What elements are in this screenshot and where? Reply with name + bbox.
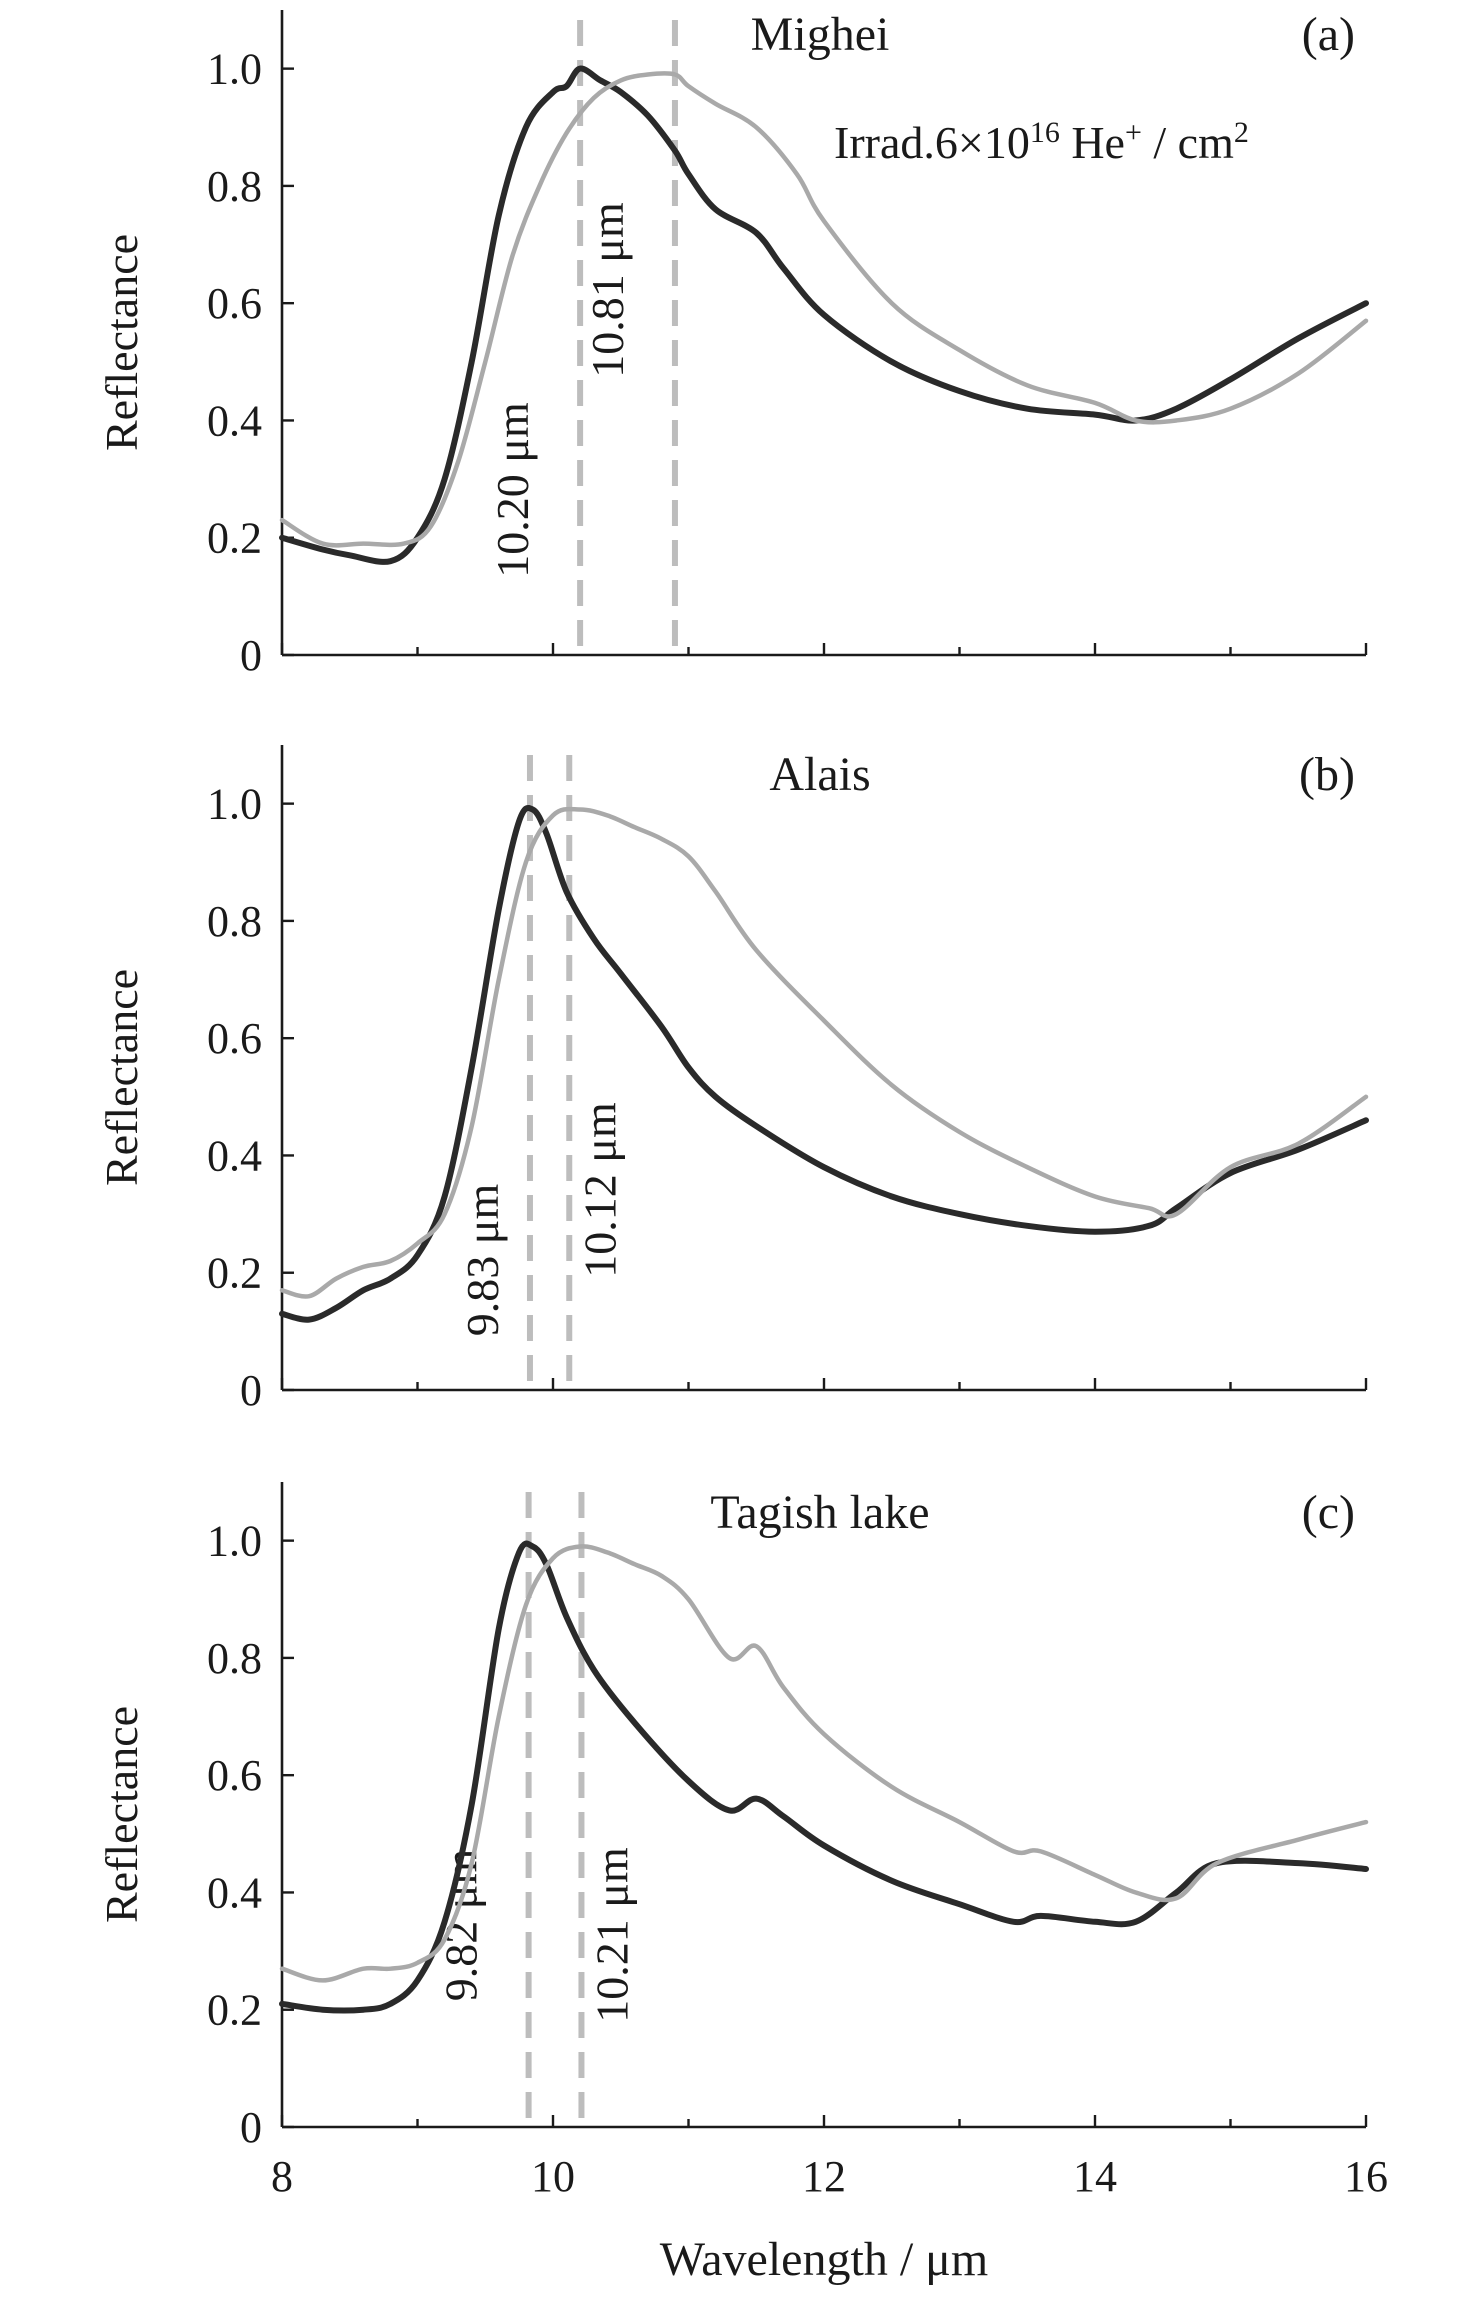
x-tick-label: 10	[531, 2152, 575, 2201]
y-tick-label: 0.2	[207, 1249, 262, 1298]
annotation-suffix: / cm	[1142, 117, 1234, 168]
y-tick-label: 1.0	[207, 45, 262, 94]
y-tick-label: 0	[240, 631, 262, 680]
y-tick-label: 0.6	[207, 1014, 262, 1063]
y-tick-label: 0.2	[207, 1986, 262, 2035]
y-tick-label: 1.0	[207, 1517, 262, 1566]
y-axis-label: Reflectance	[96, 1706, 147, 1923]
series-line-light	[279, 1544, 1369, 1983]
series-line-dark	[279, 804, 1369, 1323]
peak-label: 10.81 μm	[582, 202, 633, 378]
x-tick-label: 16	[1344, 2152, 1388, 2201]
peak-label: 10.20 μm	[487, 402, 538, 578]
panel-label: (c)	[1302, 1486, 1355, 1539]
y-tick-label: 0.6	[207, 1751, 262, 1800]
y-axis-label: Reflectance	[96, 234, 147, 451]
y-tick-label: 0.4	[207, 396, 262, 445]
x-axis-label: Wavelength / μm	[660, 2233, 988, 2286]
peak-label: 10.12 μm	[574, 1102, 625, 1278]
y-tick-label: 0	[240, 2103, 262, 2152]
y-tick-label: 0.8	[207, 897, 262, 946]
y-tick-label: 0.8	[207, 162, 262, 211]
series-line-light	[279, 71, 1369, 548]
chart-title: Tagish lake	[710, 1486, 929, 1539]
panel-label: (a)	[1302, 8, 1355, 61]
y-tick-label: 0.2	[207, 514, 262, 563]
y-tick-label: 0.4	[207, 1131, 262, 1180]
y-tick-label: 0	[240, 1366, 262, 1415]
peak-label: 9.83 μm	[457, 1184, 508, 1337]
series-line-light	[279, 806, 1369, 1299]
x-tick-label: 8	[271, 2152, 293, 2201]
y-tick-label: 0.4	[207, 1868, 262, 1917]
y-axis-label: Reflectance	[96, 969, 147, 1186]
peak-label: 10.21 μm	[586, 1847, 637, 2023]
panel-b: 0 0.2 0.4 0.6 0.8 1.0 Reflectance 9.83 μm 10.12 …	[96, 745, 1369, 1415]
chart-title: Mighei	[751, 8, 890, 61]
chart-title: Alais	[769, 748, 870, 801]
annotation-exp: 16	[1030, 116, 1060, 149]
x-tick-label: 14	[1073, 2152, 1117, 2201]
panel-label: (b)	[1299, 748, 1355, 801]
y-tick-label: 0.8	[207, 1634, 262, 1683]
panel-a: 0 0.2 0.4 0.6 0.8 1.0 Reflectance 10.20 μm 10.81…	[96, 8, 1369, 680]
annotation-prefix: Irrad.6×10	[834, 117, 1030, 168]
y-tick-label: 1.0	[207, 780, 262, 829]
series-line-dark	[279, 1540, 1369, 2014]
y-tick-label: 0.6	[207, 279, 262, 328]
annotation-unit-exp: 2	[1234, 116, 1249, 149]
panel-c: 00.20.40.60.81.08 10 12 14 16Reflectance9.82…	[96, 1482, 1388, 2286]
annotation-mid: He	[1060, 117, 1125, 168]
annotation-ion: +	[1125, 116, 1142, 149]
irradiation-annotation: Irrad.6×1016 He+ / cm2	[834, 116, 1249, 169]
x-tick-label: 12	[802, 2152, 846, 2201]
series-line-dark	[279, 65, 1369, 565]
